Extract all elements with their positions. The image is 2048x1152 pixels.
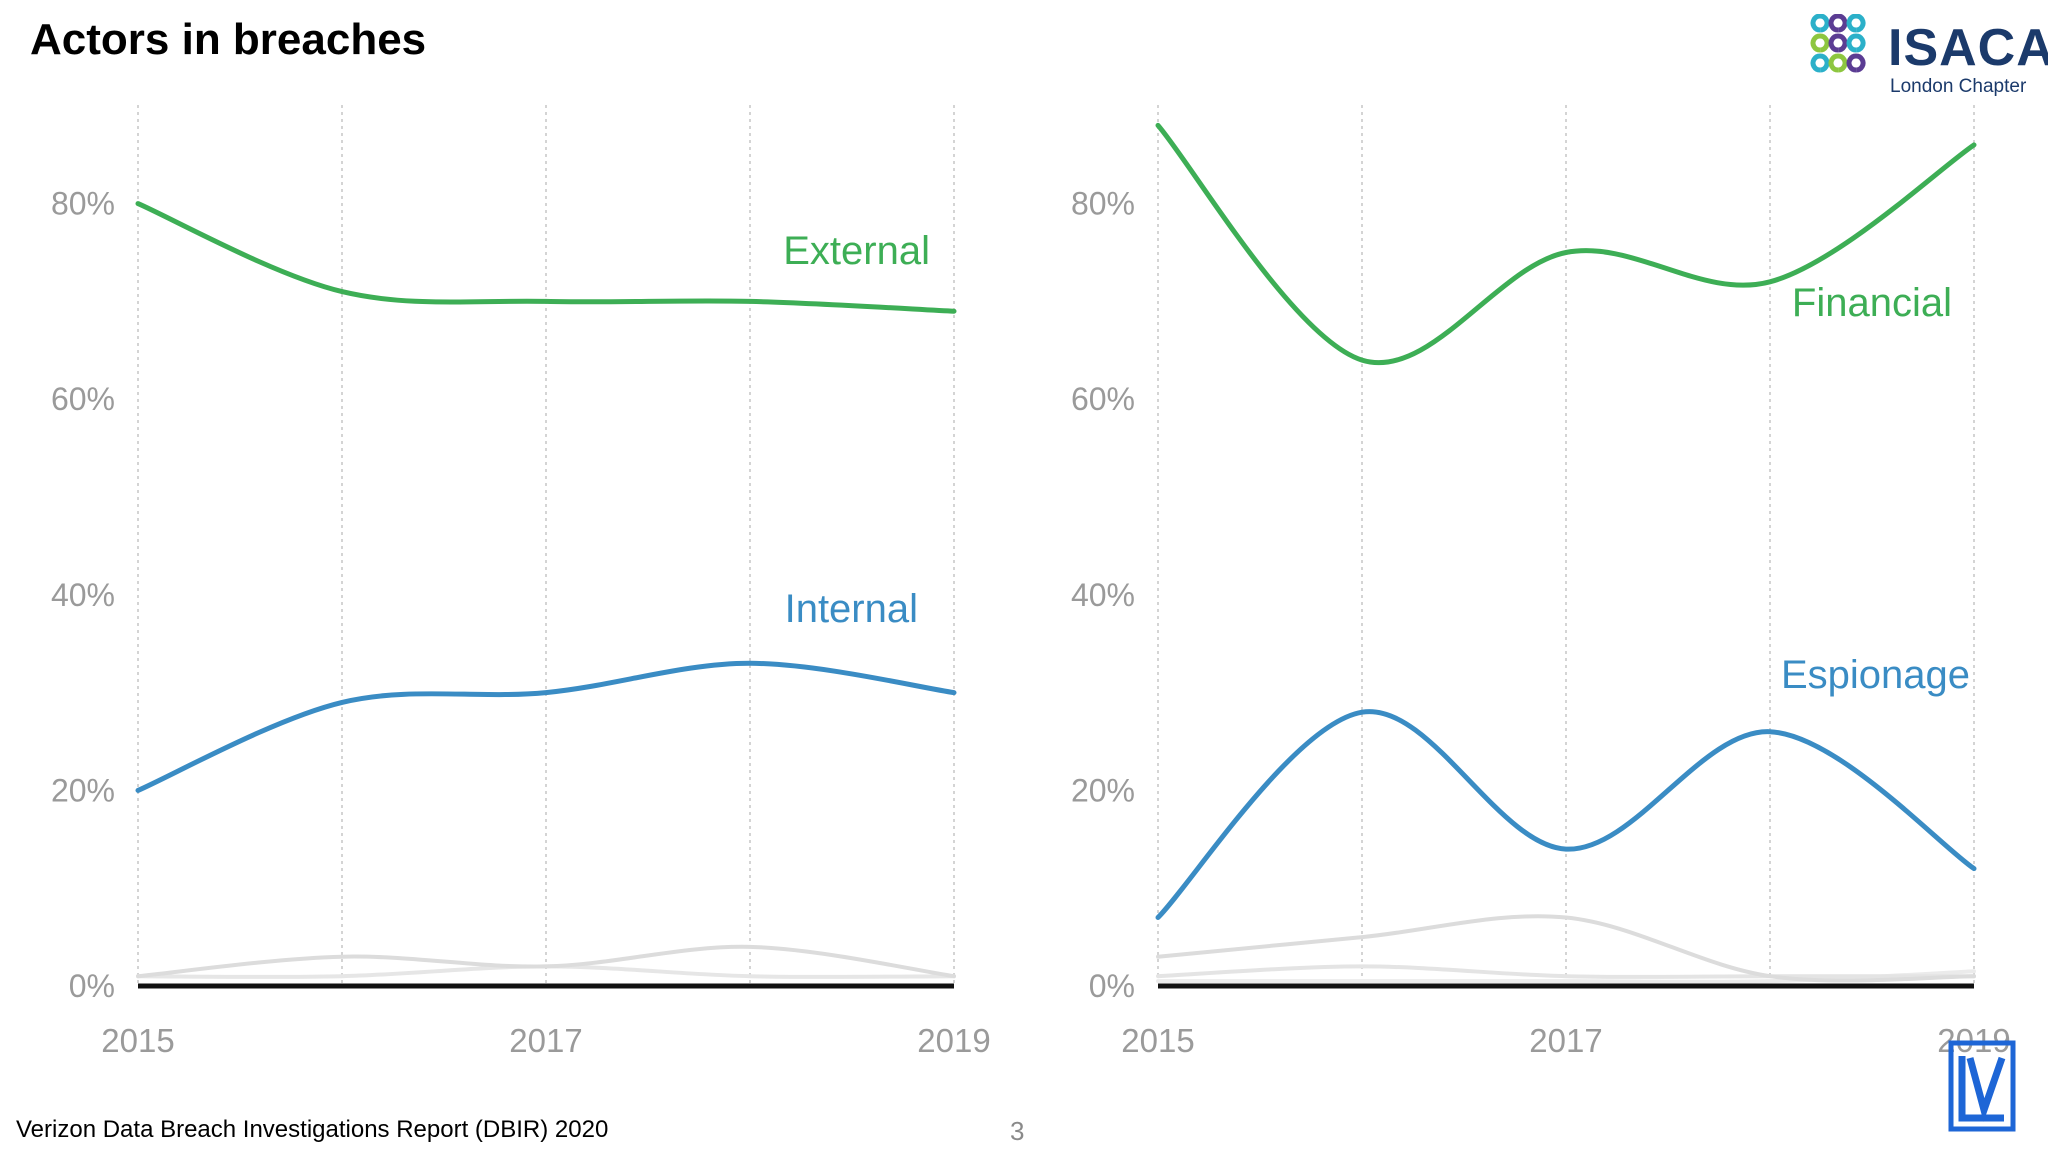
- y-tick-label: 0%: [1089, 968, 1135, 1004]
- page-number: 3: [1010, 1116, 1025, 1146]
- series-label-internal: Internal: [785, 587, 918, 631]
- lv-monogram-icon: [1948, 1040, 2016, 1132]
- y-tick-label: 0%: [69, 968, 115, 1004]
- series-label-espionage: Espionage: [1781, 653, 1970, 697]
- charts-area: 0% 20% 40% 60% 80% 2015 2017 2019 External Intern…: [51, 105, 2011, 1059]
- chart-motives: 0%20%40%60%80%2015 2017 2019FinancialEspio…: [1071, 105, 2011, 1059]
- y-tick-label: 20%: [51, 772, 115, 808]
- x-tick-label: 2017: [1529, 1022, 1602, 1059]
- series-line-financial: [1155, 122, 1977, 365]
- y-tick-label: 80%: [51, 186, 115, 222]
- y-tick-label: 20%: [1071, 772, 1135, 808]
- y-tick-label: 40%: [51, 577, 115, 613]
- series-line-internal: [135, 660, 957, 793]
- series-line-other-3: [1156, 969, 1976, 984]
- y-tick-label: 40%: [1071, 577, 1135, 613]
- series-line-external: [135, 201, 957, 314]
- y-tick-label: 80%: [1071, 186, 1135, 222]
- isaca-rings-icon: [1810, 13, 1866, 73]
- slide-title: Actors in breaches: [30, 15, 427, 64]
- series-label-financial: Financial: [1792, 281, 1952, 325]
- x-tick-label: 2015: [101, 1022, 174, 1059]
- source-citation: Verizon Data Breach Investigations Repor…: [16, 1116, 609, 1143]
- chart-actors: 0% 20% 40% 60% 80% 2015 2017 2019 External Intern…: [51, 105, 991, 1059]
- series-label-external: External: [783, 229, 930, 273]
- x-tick-label: 2017: [509, 1022, 582, 1059]
- series-line-espionage: [1155, 709, 1977, 920]
- isaca-logo: ISACA London Chapter: [1808, 13, 2048, 104]
- y-tick-label: 60%: [51, 381, 115, 417]
- series-line-other-2: [1156, 964, 1976, 979]
- y-tick-label: 60%: [1071, 381, 1135, 417]
- corner-logo: [1948, 1040, 2032, 1140]
- logo-wordmark: ISACA: [1888, 19, 2048, 77]
- x-tick-label: 2015: [1121, 1022, 1194, 1059]
- series-line-other-1: [136, 944, 956, 979]
- x-tick-label: 2019: [917, 1022, 990, 1059]
- logo-subtitle: London Chapter: [1890, 76, 2027, 97]
- series-line-other-1: [1156, 914, 1976, 983]
